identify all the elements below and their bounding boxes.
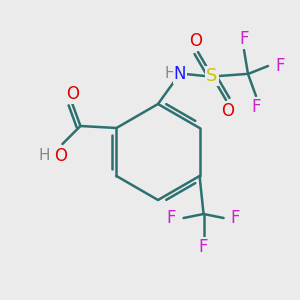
Text: H: H: [164, 65, 176, 80]
Text: O: O: [66, 85, 79, 103]
Text: O: O: [190, 32, 202, 50]
Text: F: F: [275, 57, 285, 75]
Text: F: F: [199, 238, 208, 256]
Text: F: F: [239, 30, 249, 48]
Text: H: H: [39, 148, 50, 163]
Text: F: F: [251, 98, 261, 116]
Text: S: S: [206, 67, 218, 85]
Text: N: N: [174, 65, 186, 83]
Text: O: O: [54, 147, 67, 165]
Text: F: F: [167, 209, 176, 227]
Text: F: F: [231, 209, 240, 227]
Text: O: O: [221, 102, 235, 120]
